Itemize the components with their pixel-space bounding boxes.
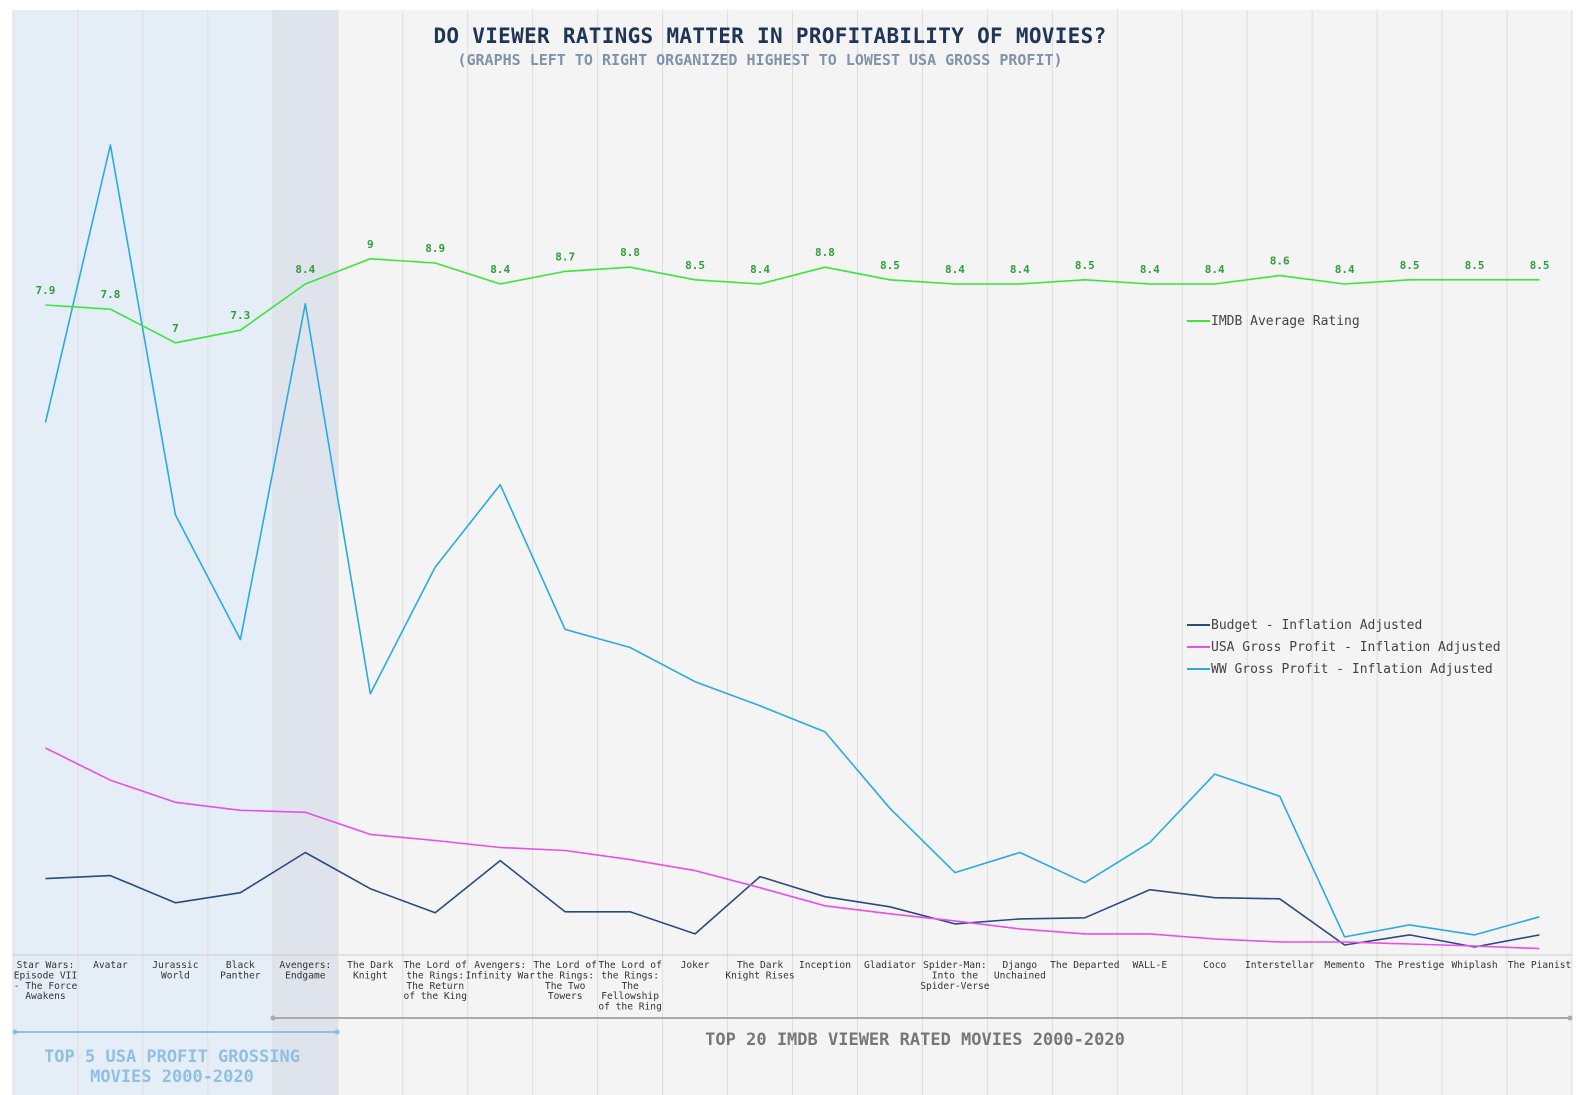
group-label-top5-line1: TOP 5 USA PROFIT GROSSING (44, 1047, 300, 1067)
category-label: Spider-Man: Into the Spider-Verse (920, 960, 990, 992)
legend-label: IMDB Average Rating (1211, 314, 1360, 329)
category-label: Avengers: Infinity War (466, 960, 536, 981)
rating-data-label: 8.8 (620, 246, 640, 259)
rating-data-label: 8.6 (1270, 255, 1290, 268)
category-label: Avatar (93, 960, 128, 971)
rating-data-label: 8.5 (1400, 259, 1420, 272)
chart-subtitle: (GRAPHS LEFT TO RIGHT ORGANIZED HIGHEST … (457, 51, 1062, 69)
category-label: The Dark Knight Rises (725, 960, 794, 981)
category-label: Jurassic World (152, 960, 198, 981)
rating-data-label: 8.9 (425, 242, 445, 255)
rating-data-label: 8.4 (750, 263, 770, 276)
category-label: Django Unchained (994, 960, 1046, 981)
category-label: Inception (799, 960, 851, 971)
category-label: The Departed (1050, 960, 1119, 971)
rating-data-label: 8.4 (1335, 263, 1355, 276)
rating-data-label: 8.4 (1140, 263, 1160, 276)
series-budget-line (45, 851, 1540, 948)
rating-data-label: 7.8 (101, 288, 121, 301)
category-label: WALL-E (1132, 960, 1167, 971)
legend-label: Budget - Inflation Adjusted (1211, 618, 1422, 633)
legend-item-rating: IMDB Average Rating (1187, 314, 1360, 329)
category-label: Memento (1324, 960, 1365, 971)
top20-bracket (270, 1015, 1573, 1021)
rating-data-label: 8.5 (1530, 259, 1550, 272)
series-usa-gross-line (45, 747, 1540, 950)
rating-data-label: 7.3 (230, 309, 250, 322)
category-label: The Lord of the Rings: The Two Towers (533, 960, 597, 1002)
legend-item-usa-gross: USA Gross Profit - Inflation Adjusted (1187, 640, 1501, 655)
category-label: Interstellar (1245, 960, 1315, 971)
rating-data-label: 8.4 (945, 263, 965, 276)
series-ww-gross-line (44, 144, 1540, 938)
legend-label: WW Gross Profit - Inflation Adjusted (1211, 662, 1493, 677)
group-label-top20: TOP 20 IMDB VIEWER RATED MOVIES 2000-202… (705, 1030, 1125, 1050)
rating-data-label: 9 (367, 238, 374, 251)
rating-data-label: 7.9 (36, 284, 56, 297)
category-label: The Lord of the Rings: The Fellowship of the… (598, 960, 662, 1013)
category-label: The Lord of the Rings: The Return of the Ki… (403, 960, 467, 1002)
legend-item-budget: Budget - Inflation Adjusted (1187, 618, 1422, 633)
rating-data-label: 8.7 (555, 250, 575, 263)
overlap-band (272, 10, 338, 1095)
category-label: Joker (681, 960, 710, 971)
category-label: Gladiator (864, 960, 916, 971)
category-label: Star Wars: Episode VII - The Force Awakens (14, 960, 78, 1002)
rating-data-label: 8.4 (490, 263, 510, 276)
group-label-top5-line2: MOVIES 2000-2020 (90, 1067, 254, 1087)
category-label: Coco (1203, 960, 1226, 971)
rating-data-label: 8.4 (295, 263, 315, 276)
rating-data-label: 8.5 (1465, 259, 1485, 272)
category-label: The Prestige (1375, 960, 1445, 971)
category-label: The Pianist (1508, 960, 1572, 971)
category-label: Avengers: Endgame (279, 960, 331, 981)
legend-item-ww-gross: WW Gross Profit - Inflation Adjusted (1187, 662, 1493, 677)
legend-label: USA Gross Profit - Inflation Adjusted (1211, 640, 1501, 655)
category-label: Black Panther (220, 960, 261, 981)
rating-data-label: 7 (172, 322, 179, 335)
category-label: Whiplash (1451, 960, 1497, 971)
chart-title: DO VIEWER RATINGS MATTER IN PROFITABILIT… (433, 24, 1106, 48)
series-rating-line (45, 257, 1540, 344)
rating-data-label: 8.4 (1010, 263, 1030, 276)
rating-data-label: 8.5 (1075, 259, 1095, 272)
category-label: The Dark Knight (347, 960, 393, 981)
rating-data-label: 8.5 (685, 259, 705, 272)
rating-data-label: 8.5 (880, 259, 900, 272)
top5-bracket (12, 1029, 340, 1035)
rating-data-label: 8.8 (815, 246, 835, 259)
rating-data-label: 8.4 (1205, 263, 1225, 276)
